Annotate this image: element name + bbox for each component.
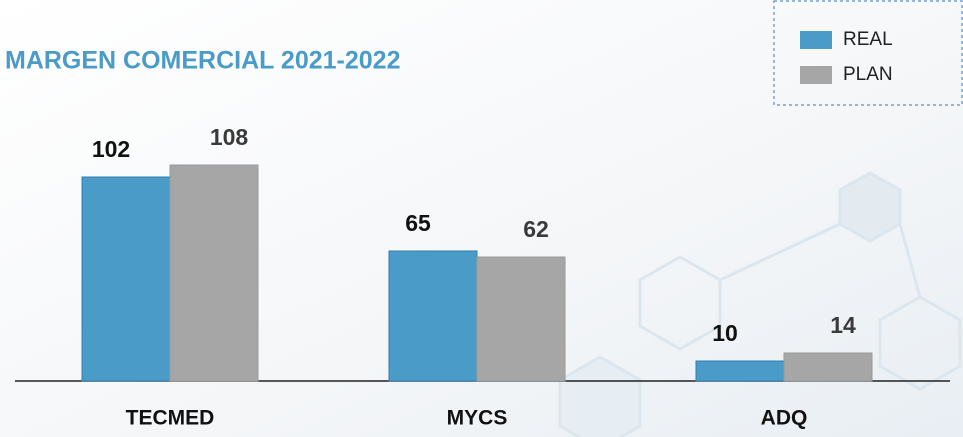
x-tick-label: MYCS	[447, 407, 508, 430]
data-label: 108	[210, 124, 249, 150]
x-tick-label: TECMED	[126, 407, 215, 430]
bar	[476, 256, 566, 382]
bar	[783, 352, 873, 382]
legend-swatch	[800, 31, 832, 49]
x-tick-label: ADQ	[761, 407, 808, 430]
data-label: 62	[523, 216, 549, 242]
legend-box	[773, 0, 963, 106]
data-label: 65	[405, 210, 431, 236]
bar	[388, 250, 478, 382]
legend-label: REAL	[843, 29, 893, 50]
bar	[81, 176, 171, 382]
hexagon-pattern	[558, 171, 962, 437]
chart-title: MARGEN COMERCIAL 2021-2022	[5, 47, 400, 75]
bar	[695, 360, 785, 382]
bar	[169, 164, 259, 382]
data-label: 14	[830, 312, 856, 338]
legend-swatch	[800, 66, 832, 84]
data-label: 102	[92, 136, 130, 162]
data-label: 10	[712, 320, 738, 346]
legend-label: PLAN	[843, 64, 893, 85]
